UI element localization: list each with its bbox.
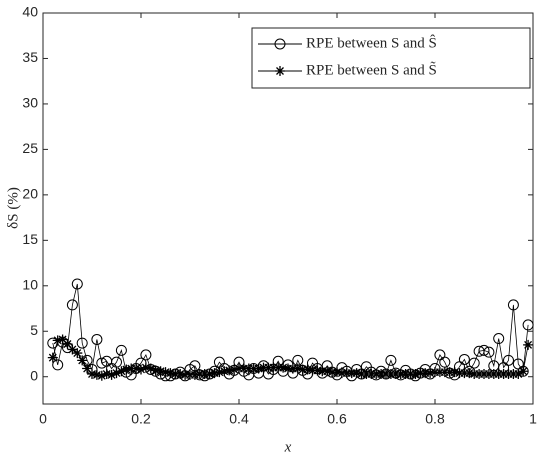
marker-circle (91, 333, 103, 345)
marker-star (410, 368, 421, 379)
marker-circle (140, 349, 152, 361)
marker-star (518, 366, 529, 377)
marker-circle (96, 357, 108, 369)
marker-star (145, 363, 156, 374)
marker-star (62, 338, 73, 349)
marker-star (253, 363, 264, 374)
marker-star (106, 369, 117, 380)
x-axis-label: x (284, 439, 292, 455)
marker-circle (458, 353, 470, 365)
y-tick-label: 40 (22, 4, 38, 20)
marker-star (312, 365, 323, 376)
marker-star (292, 363, 303, 374)
legend-label: RPE between S and Ŝ (306, 34, 437, 51)
series (47, 334, 534, 381)
y-tick-label: 10 (22, 276, 38, 292)
marker-circle (522, 319, 534, 331)
marker-star (136, 364, 146, 375)
y-tick-label: 5 (30, 322, 38, 338)
marker-star (140, 362, 151, 373)
marker-circle (493, 333, 505, 345)
marker-star (219, 366, 230, 377)
marker-star (513, 368, 524, 379)
y-tick-label: 30 (22, 95, 38, 111)
marker-circle (111, 356, 122, 368)
marker-circle (66, 299, 78, 311)
marker-star (87, 368, 97, 379)
marker-circle (483, 346, 495, 358)
marker-star (275, 66, 285, 76)
marker-star (121, 364, 132, 375)
marker-star (116, 366, 127, 377)
y-tick-label: 35 (22, 49, 38, 65)
marker-star (52, 335, 63, 346)
marker-star (165, 368, 176, 379)
x-tick-label: 0.2 (131, 411, 151, 427)
marker-star (91, 369, 102, 380)
marker-star (150, 365, 161, 376)
y-tick-label: 15 (22, 231, 38, 247)
marker-star (72, 348, 83, 359)
marker-circle (71, 278, 83, 290)
marker-star (67, 344, 78, 355)
marker-star (131, 363, 142, 374)
marker-circle (478, 344, 490, 356)
y-tick-label: 20 (22, 186, 38, 202)
marker-circle (439, 356, 451, 368)
marker-star (204, 368, 215, 379)
marker-star (229, 364, 240, 375)
marker-star (332, 367, 342, 378)
marker-star (302, 364, 313, 375)
marker-star (209, 368, 220, 379)
marker-star (224, 365, 235, 376)
marker-star (57, 334, 68, 345)
y-axis-label: δS (%) (5, 187, 21, 229)
marker-circle (468, 357, 480, 369)
marker-star (278, 362, 289, 373)
y-tick-label: 0 (30, 367, 38, 383)
marker-star (189, 369, 200, 380)
marker-star (425, 368, 436, 379)
marker-star (47, 352, 58, 363)
marker-circle (76, 337, 88, 349)
marker-star (155, 366, 166, 377)
marker-star (322, 366, 333, 377)
legend-box (251, 27, 531, 89)
marker-star (82, 363, 93, 374)
marker-circle (115, 344, 127, 356)
marker-star (464, 368, 475, 379)
marker-circle (385, 354, 397, 366)
y-tick-label: 25 (22, 140, 38, 156)
marker-circle (52, 359, 64, 371)
marker-star (351, 368, 362, 379)
x-tick-label: 0.8 (425, 411, 445, 427)
marker-star (214, 367, 225, 378)
marker-star (111, 368, 122, 379)
x-tick-label: 0.6 (327, 411, 347, 427)
marker-star (101, 368, 112, 379)
marker-circle (503, 354, 514, 366)
marker-star (160, 367, 171, 378)
x-tick-label: 0.4 (229, 411, 249, 427)
marker-star (449, 367, 460, 378)
marker-star (96, 370, 107, 381)
marker-circle (274, 38, 286, 50)
marker-star (175, 368, 186, 379)
legend-label: RPE between S and S̃ (306, 61, 437, 78)
x-tick-label: 0 (39, 411, 47, 427)
marker-star (523, 339, 534, 350)
x-tick-label: 1 (529, 411, 537, 427)
marker-circle (507, 299, 519, 311)
marker-star (77, 355, 88, 366)
